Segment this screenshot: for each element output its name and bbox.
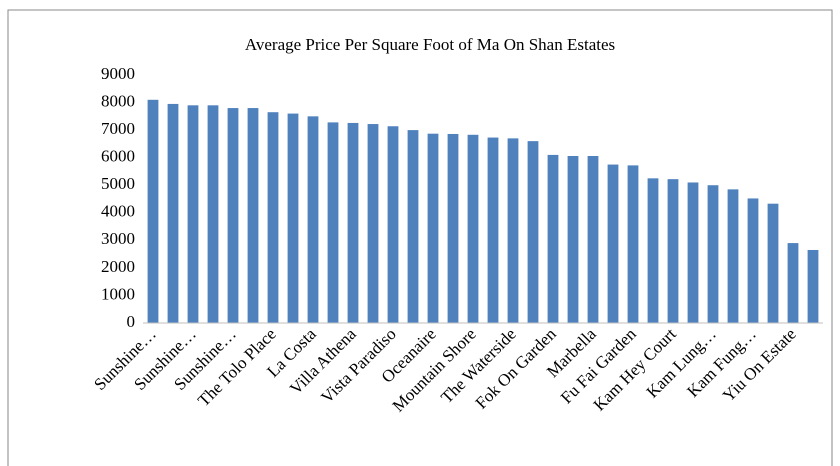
bar (227, 108, 239, 323)
y-tick-label: 8000 (101, 91, 135, 110)
bar (527, 141, 539, 323)
bar (587, 156, 599, 323)
bar (447, 133, 459, 323)
bar (207, 105, 219, 323)
bar (347, 122, 359, 324)
bar (247, 108, 259, 323)
y-tick-label: 2000 (101, 257, 135, 276)
bar (507, 138, 519, 323)
y-tick-label: 7000 (101, 119, 135, 138)
bar (267, 112, 279, 323)
y-tick-label: 9000 (101, 64, 135, 83)
bar (567, 156, 579, 323)
bar (427, 133, 439, 323)
bar (647, 178, 659, 323)
bar (767, 203, 779, 323)
bar (727, 189, 739, 323)
y-tick-label: 0 (127, 312, 136, 331)
bar (147, 99, 159, 323)
y-tick-label: 3000 (101, 229, 135, 248)
y-tick-label: 5000 (101, 174, 135, 193)
bar (167, 103, 179, 323)
y-tick-label: 6000 (101, 147, 135, 166)
bar (367, 124, 379, 323)
bar (287, 113, 299, 323)
bar (707, 185, 719, 323)
bar (487, 137, 499, 323)
bar (327, 122, 339, 323)
bar (387, 126, 399, 324)
bar (687, 182, 699, 323)
bar (607, 164, 619, 323)
bar (747, 198, 759, 323)
bar (627, 165, 639, 323)
bar (187, 105, 199, 323)
bar (667, 179, 679, 323)
chart-title: Average Price Per Square Foot of Ma On S… (245, 35, 615, 54)
bar (307, 116, 319, 323)
y-tick-label: 1000 (101, 284, 135, 303)
bar (807, 249, 819, 323)
bar (787, 243, 799, 323)
bar (407, 130, 419, 323)
bar (467, 134, 479, 323)
chart-frame (7, 9, 833, 466)
bar (547, 154, 559, 323)
y-tick-label: 4000 (101, 202, 135, 221)
